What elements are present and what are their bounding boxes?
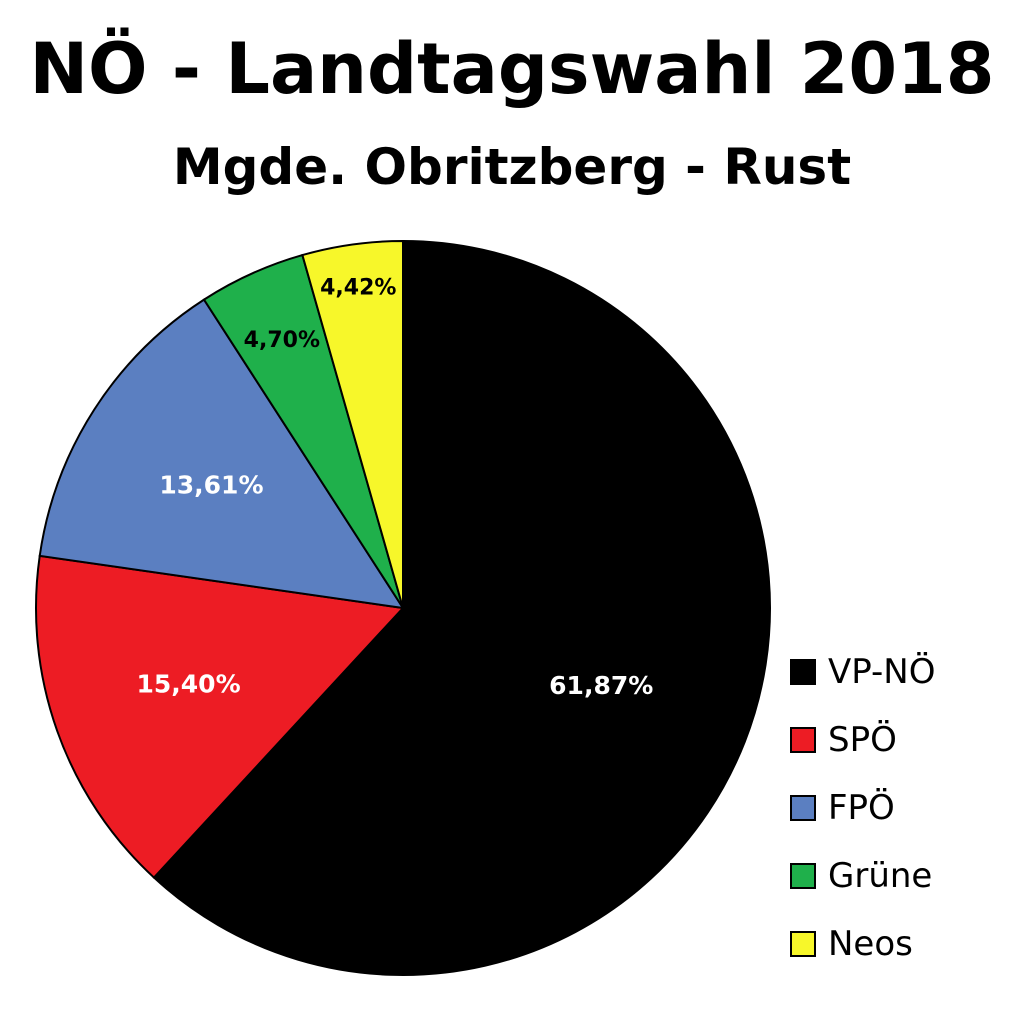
legend-swatch-fpoe [790, 795, 816, 821]
chart-title: NÖ - Landtagswahl 2018 [29, 28, 995, 110]
legend: VP-NÖ SPÖ FPÖ Grüne Neos [790, 638, 935, 978]
legend-item-vp-noe: VP-NÖ [790, 638, 935, 706]
legend-item-fpoe: FPÖ [790, 774, 935, 842]
legend-label-fpoe: FPÖ [828, 788, 895, 828]
legend-swatch-vp-noe [790, 659, 816, 685]
data-label-gruene: 4,70% [244, 328, 320, 353]
legend-label-gruene: Grüne [828, 856, 933, 896]
data-label-spoe: 15,40% [137, 670, 241, 699]
legend-label-neos: Neos [828, 924, 913, 964]
legend-swatch-gruene [790, 863, 816, 889]
legend-item-spoe: SPÖ [790, 706, 935, 774]
pie-slice-vp-noe [152, 239, 771, 976]
legend-swatch-neos [790, 931, 816, 957]
legend-item-gruene: Grüne [790, 842, 935, 910]
legend-label-spoe: SPÖ [828, 720, 897, 760]
legend-label-vp-noe: VP-NÖ [828, 652, 936, 692]
data-label-fpoe: 13,61% [159, 471, 263, 500]
data-label-neos: 4,42% [320, 276, 396, 301]
pie-slice-neos [301, 239, 404, 609]
legend-swatch-spoe [790, 727, 816, 753]
pie-slice-fpoe [38, 298, 406, 610]
pie-slice-spoe [35, 554, 406, 879]
legend-item-neos: Neos [790, 910, 935, 978]
data-label-vp-noe: 61,87% [549, 671, 653, 700]
chart-subtitle: Mgde. Obritzberg - Rust [172, 138, 852, 196]
